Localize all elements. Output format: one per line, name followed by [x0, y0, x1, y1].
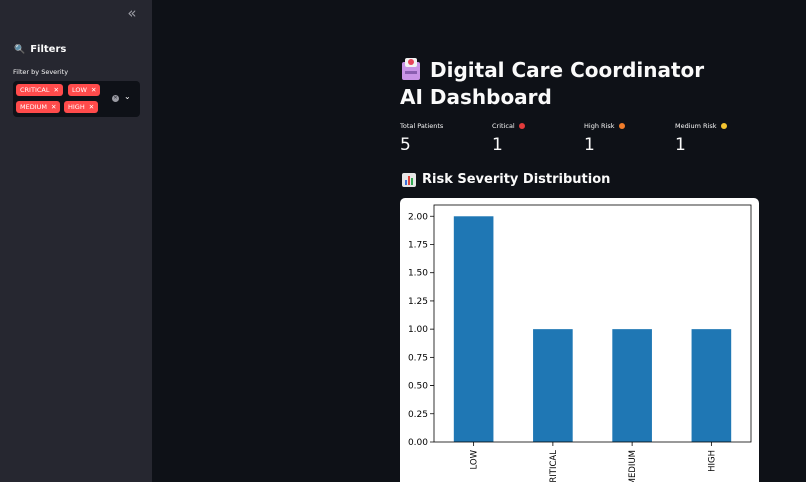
- section-title: Risk Severity Distribution: [402, 172, 610, 187]
- severity-multiselect[interactable]: CRITICAL ✕ LOW ✕ MEDIUM ✕ HIGH ✕ ✕ ⌄: [13, 81, 140, 117]
- tag-low: LOW ✕: [68, 84, 101, 96]
- metric-high-risk: High Risk 1: [584, 122, 625, 155]
- tag-high: HIGH ✕: [64, 101, 99, 113]
- remove-tag-icon[interactable]: ✕: [53, 86, 59, 94]
- metric-critical: Critical 1: [492, 122, 525, 155]
- y-tick-label: 1.75: [408, 241, 428, 251]
- y-tick-label: 0.75: [408, 353, 428, 363]
- tag-label: MEDIUM: [20, 103, 48, 111]
- main-content: Digital Care Coordinator AI Dashboard To…: [152, 0, 806, 482]
- metric-total-patients: Total Patients 5: [400, 122, 443, 155]
- tag-label: CRITICAL: [20, 86, 50, 94]
- x-tick-label: MEDIUM: [628, 450, 638, 482]
- metric-medium-risk: Medium Risk 1: [675, 122, 727, 155]
- section-title-text: Risk Severity Distribution: [422, 172, 611, 187]
- bar-low: [453, 216, 494, 442]
- remove-tag-icon[interactable]: ✕: [51, 103, 57, 111]
- metric-label: Medium Risk: [675, 122, 727, 130]
- orange-circle-icon: [618, 123, 625, 129]
- tag-label: LOW: [72, 86, 87, 94]
- axes-frame: [433, 204, 752, 443]
- metric-value: 1: [675, 135, 686, 155]
- bar-high: [691, 329, 732, 442]
- y-tick-label: 1.25: [408, 297, 428, 307]
- tag-critical: CRITICAL ✕: [16, 84, 63, 96]
- chevron-down-icon[interactable]: ⌄: [124, 92, 131, 101]
- metric-label: Critical: [492, 122, 525, 130]
- metric-value: 1: [584, 135, 595, 155]
- x-tick-label: LOW: [470, 449, 480, 469]
- page-title-text: Digital Care Coordinator AI Dashboard: [400, 58, 705, 109]
- y-tick-label: 1.50: [408, 269, 428, 279]
- y-tick-label: 0.25: [408, 410, 428, 420]
- chart-svg: LOW CRITICAL MEDIUM HIGH 0.00 0.25 0.50 0.75 1.0…: [408, 204, 752, 482]
- sidebar-title-text: Filters: [30, 44, 67, 55]
- yellow-circle-icon: [720, 123, 727, 129]
- sidebar: « 🔍 Filters Filter by Severity CRITICAL ✕…: [0, 0, 152, 482]
- clear-all-icon[interactable]: ✕: [112, 95, 119, 102]
- bar-chart-icon: [402, 172, 416, 187]
- remove-tag-icon[interactable]: ✕: [88, 103, 95, 111]
- tag-medium: MEDIUM ✕: [16, 101, 61, 113]
- hospital-icon: [400, 58, 422, 80]
- y-tick-label: 0.50: [408, 382, 428, 392]
- severity-filter-label: Filter by Severity: [13, 68, 69, 76]
- collapse-sidebar-icon[interactable]: «: [127, 4, 137, 22]
- search-icon: 🔍: [14, 44, 26, 55]
- severity-bar-chart: LOW CRITICAL MEDIUM HIGH 0.00 0.25 0.50 0.75 1.0…: [400, 198, 759, 482]
- bar-medium: [612, 329, 652, 442]
- metric-value: 1: [492, 135, 503, 155]
- metric-label: Total Patients: [400, 122, 444, 130]
- sidebar-title: 🔍 Filters: [14, 44, 66, 55]
- page-title: Digital Care Coordinator AI Dashboard: [400, 57, 730, 111]
- y-tick-label: 0.00: [408, 438, 428, 448]
- y-tick-label: 2.00: [408, 212, 428, 222]
- metric-label: High Risk: [584, 122, 625, 130]
- x-tick-label: CRITICAL: [549, 450, 559, 482]
- tag-label: HIGH: [68, 103, 85, 111]
- bar-critical: [533, 329, 573, 442]
- remove-tag-icon[interactable]: ✕: [90, 86, 97, 94]
- red-circle-icon: [518, 123, 525, 129]
- y-tick-label: 1.00: [408, 325, 428, 335]
- metric-value: 5: [400, 135, 411, 155]
- x-tick-label: HIGH: [707, 450, 717, 472]
